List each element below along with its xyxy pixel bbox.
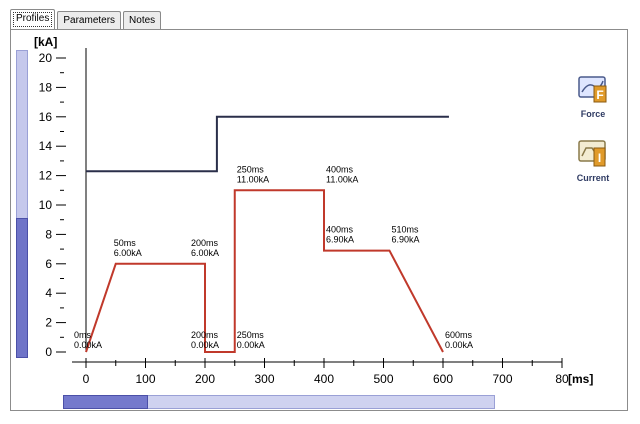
data-label: 50ms (114, 238, 137, 248)
x-tick-label: 0 (83, 372, 90, 386)
tab-profiles[interactable]: Profiles (10, 9, 56, 30)
data-label: 0.00kA (74, 340, 102, 350)
data-label: 250ms (237, 330, 265, 340)
y-tick-label: 0 (45, 345, 52, 359)
tab-notes[interactable]: Notes (123, 11, 162, 30)
current-button-label: Current (576, 173, 610, 183)
svg-text:F: F (596, 88, 603, 102)
profile-panel (10, 29, 628, 411)
data-label: 0.00kA (237, 340, 265, 350)
y-tick-label: 16 (39, 110, 53, 124)
y-tick-label: 20 (39, 51, 53, 65)
svg-text:I: I (598, 151, 601, 165)
force-profile-line (86, 115, 449, 173)
vertical-scroll-thumb[interactable] (16, 218, 28, 358)
current-profile-line (85, 189, 444, 353)
y-tick-label: 12 (39, 169, 53, 183)
y-tick-label: 8 (45, 227, 52, 241)
data-label: 11.00kA (237, 174, 269, 184)
y-tick-label: 2 (45, 316, 52, 330)
data-label: 250ms (237, 164, 265, 174)
current-button[interactable]: I Current (568, 136, 618, 183)
x-tick-label: 300 (254, 372, 274, 386)
tab-strip: Profiles Parameters Notes (10, 9, 162, 30)
data-label: 200ms (191, 238, 219, 248)
data-label: 6.00kA (191, 248, 219, 258)
horizontal-scroll-thumb[interactable] (63, 395, 148, 409)
y-tick-label: 10 (39, 198, 53, 212)
x-tick-label: 100 (135, 372, 155, 386)
y-tick-label: 6 (45, 257, 52, 271)
x-tick-label: 500 (373, 372, 393, 386)
x-tick-label: 400 (314, 372, 334, 386)
force-icon: F (578, 76, 607, 103)
data-label: 6.00kA (114, 248, 142, 258)
data-label: 0ms (74, 330, 92, 340)
x-axis-label: [ms] (568, 372, 593, 386)
y-axis-label: [kA] (34, 35, 57, 49)
data-label: 400ms (326, 164, 354, 174)
y-tick-label: 18 (39, 80, 53, 94)
data-label: 6.90kA (326, 235, 354, 245)
data-label: 11.00kA (326, 174, 358, 184)
x-tick-label: 200 (195, 372, 215, 386)
x-tick-label: 700 (492, 372, 512, 386)
data-label: 600ms (445, 330, 473, 340)
x-tick-label: 600 (433, 372, 453, 386)
data-label: 400ms (326, 225, 354, 235)
y-tick-label: 4 (45, 286, 52, 300)
y-tick-label: 14 (39, 139, 53, 153)
x-tick-label: 80 (555, 372, 569, 386)
data-label: 0.00kA (445, 340, 473, 350)
current-icon: I (578, 140, 606, 167)
data-label: 6.90kA (391, 235, 419, 245)
data-label: 200ms (191, 330, 219, 340)
tab-parameters[interactable]: Parameters (57, 11, 122, 30)
data-label: 510ms (391, 225, 419, 235)
force-button[interactable]: F Force (568, 72, 618, 119)
force-button-label: Force (580, 109, 606, 119)
data-label: 0.00kA (191, 340, 219, 350)
